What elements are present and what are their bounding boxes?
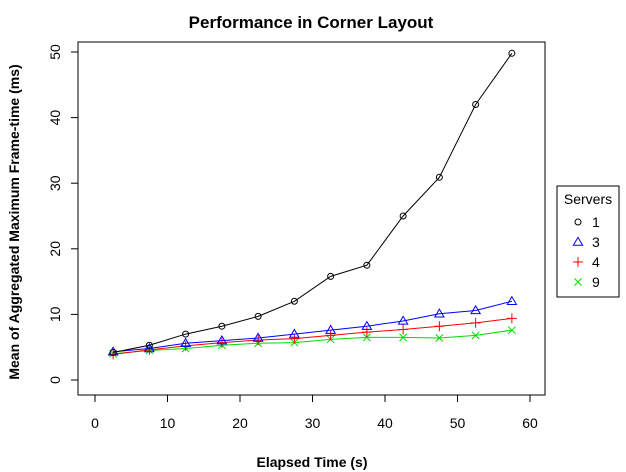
- series-3-point: [216, 335, 228, 345]
- legend-title: Servers: [564, 191, 612, 207]
- series-1-point: [254, 312, 262, 320]
- y-tick-label: 30: [47, 175, 63, 191]
- series-3-point: [433, 308, 445, 318]
- y-axis-label: Mean of Aggregated Maximum Frame-time (m…: [6, 64, 22, 379]
- series-1-line: [113, 53, 513, 353]
- series-3-point: [397, 315, 409, 325]
- series-9-point: [362, 333, 371, 342]
- legend-label-9: 9: [592, 274, 600, 290]
- series-9-point: [471, 331, 480, 340]
- x-tick-label: 60: [522, 415, 538, 431]
- series-3-point: [288, 328, 300, 338]
- legend-label-3: 3: [592, 234, 600, 250]
- y-axis: 0 10 20 30 40 50: [47, 44, 79, 384]
- series-4-point: [398, 324, 409, 335]
- series-4-point: [108, 349, 119, 360]
- series-3-point: [361, 320, 373, 330]
- x-tick-label: 0: [91, 415, 99, 431]
- series-3: [107, 295, 518, 356]
- x-tick-label: 20: [232, 415, 248, 431]
- x-tick-label: 40: [377, 415, 393, 431]
- series-1-point: [327, 272, 335, 280]
- x-tick-label: 50: [450, 415, 466, 431]
- series-1-point: [145, 341, 153, 349]
- legend-marker-1: [574, 218, 582, 226]
- series-9-point: [399, 333, 408, 342]
- series-3-line: [113, 300, 512, 353]
- series-1-point: [182, 330, 190, 338]
- series-1-point: [508, 49, 516, 57]
- series-9-point: [435, 334, 444, 342]
- legend-marker-3: [572, 236, 584, 246]
- series-4-point: [289, 333, 300, 344]
- y-tick-label: 0: [47, 376, 63, 384]
- x-tick-label: 30: [305, 415, 321, 431]
- x-axis: 0 10 20 30 40 50 60: [91, 394, 538, 431]
- legend-marker-9: [574, 278, 582, 286]
- series-9-line: [113, 329, 512, 355]
- series-3-point: [252, 332, 264, 342]
- series-layer: [107, 49, 518, 360]
- series-1-point: [399, 212, 407, 220]
- series-4-point: [325, 330, 336, 341]
- series-1-point: [472, 100, 480, 108]
- legend-label-4: 4: [592, 254, 600, 270]
- y-tick-label: 50: [47, 44, 63, 60]
- series-4-point: [434, 321, 445, 332]
- series-1: [109, 49, 516, 356]
- series-3-point: [506, 295, 518, 305]
- series-4-point: [361, 327, 372, 338]
- series-4-point: [470, 317, 481, 328]
- series-9-point: [507, 326, 516, 335]
- series-1-point: [363, 261, 371, 269]
- y-tick-label: 10: [47, 306, 63, 322]
- y-tick-label: 20: [47, 241, 63, 257]
- series-4-point: [180, 340, 191, 351]
- series-4: [108, 313, 517, 360]
- series-3-point: [180, 337, 192, 347]
- series-1-point: [435, 173, 443, 181]
- legend-label-1: 1: [592, 214, 600, 230]
- chart-title: Performance in Corner Layout: [189, 13, 434, 32]
- series-4-point: [506, 313, 517, 324]
- legend-box: [556, 185, 620, 298]
- x-axis-label: Elapsed Time (s): [256, 454, 367, 470]
- series-9: [109, 326, 516, 358]
- x-tick-label: 10: [160, 415, 176, 431]
- series-1-point: [218, 322, 226, 330]
- legend-marker-4: [573, 257, 583, 267]
- y-tick-label: 40: [47, 110, 63, 126]
- series-3-point: [470, 304, 482, 315]
- series-4-line: [113, 317, 512, 355]
- series-3-point: [325, 324, 337, 334]
- series-1-point: [290, 297, 298, 305]
- series-1-point: [109, 348, 117, 356]
- legend: Servers 1 3 4 9: [556, 185, 620, 298]
